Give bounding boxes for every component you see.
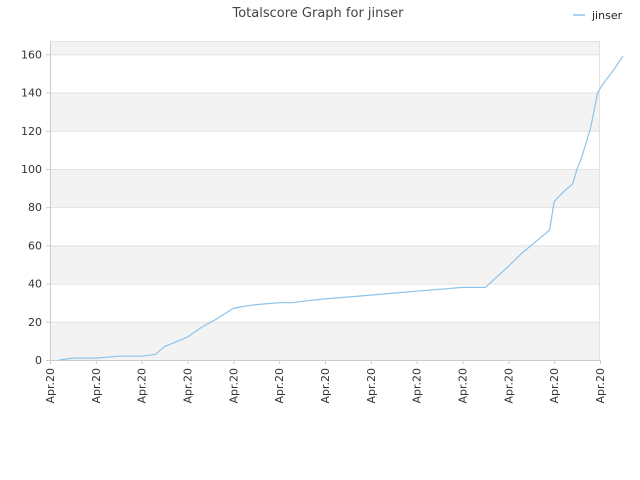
x-axis-ticks: Apr.20 Apr.20 Apr.20 Apr.20 Apr.20 Apr.20 Apr.…	[44, 360, 607, 404]
y-tick-label: 140	[21, 87, 42, 100]
chart-title: Totalscore Graph for jinser	[231, 6, 404, 21]
series-layer	[59, 55, 624, 361]
x-tick-label: Apr.20	[502, 368, 515, 404]
x-tick-label: Apr.20	[273, 368, 286, 404]
x-tick-label: Apr.20	[457, 368, 470, 404]
y-tick-label: 80	[28, 201, 42, 214]
y-tick-label: 40	[28, 278, 42, 291]
grid-band	[50, 245, 600, 284]
grid-band	[50, 92, 600, 131]
x-tick-label: Apr.20	[548, 368, 561, 404]
x-tick-label: Apr.20	[365, 368, 378, 404]
x-tick-label: Apr.20	[182, 368, 195, 404]
x-tick-label: Apr.20	[90, 368, 103, 404]
y-tick-label: 60	[28, 239, 42, 252]
grid-band	[50, 321, 600, 360]
plot-bands	[50, 41, 600, 360]
grid-band	[50, 41, 600, 55]
x-tick-label: Apr.20	[227, 368, 240, 404]
y-tick-label: 160	[21, 48, 42, 61]
y-tick-label: 20	[28, 316, 42, 329]
grid-band	[50, 168, 600, 208]
x-tick-label: Apr.20	[136, 368, 149, 404]
y-axis-ticks: 0 20 40 60 80 100 120 140 160	[21, 48, 50, 367]
series-line-jinser	[59, 55, 624, 361]
x-tick-label: Apr.20	[44, 368, 57, 404]
legend-label: jinser	[591, 9, 623, 22]
y-tick-label: 0	[35, 354, 42, 367]
y-tick-label: 100	[21, 163, 42, 176]
legend: jinser	[573, 9, 623, 22]
x-tick-label: Apr.20	[594, 368, 607, 404]
x-tick-label: Apr.20	[411, 368, 424, 404]
x-tick-label: Apr.20	[319, 368, 332, 404]
plot-axes	[46, 41, 600, 364]
y-tick-label: 120	[21, 125, 42, 138]
